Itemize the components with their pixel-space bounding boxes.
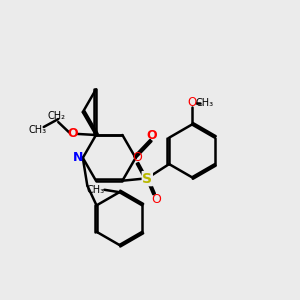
Text: CH₃: CH₃ <box>196 98 214 108</box>
Text: S: S <box>142 172 152 186</box>
Text: N: N <box>73 152 83 164</box>
Text: O: O <box>188 96 196 109</box>
Text: CH₃: CH₃ <box>29 125 47 135</box>
Text: O: O <box>151 193 160 206</box>
Text: O: O <box>68 128 78 140</box>
Text: O: O <box>147 129 158 142</box>
Text: CH₃: CH₃ <box>86 185 104 195</box>
Text: O: O <box>132 152 142 164</box>
Text: CH₂: CH₂ <box>48 111 66 121</box>
